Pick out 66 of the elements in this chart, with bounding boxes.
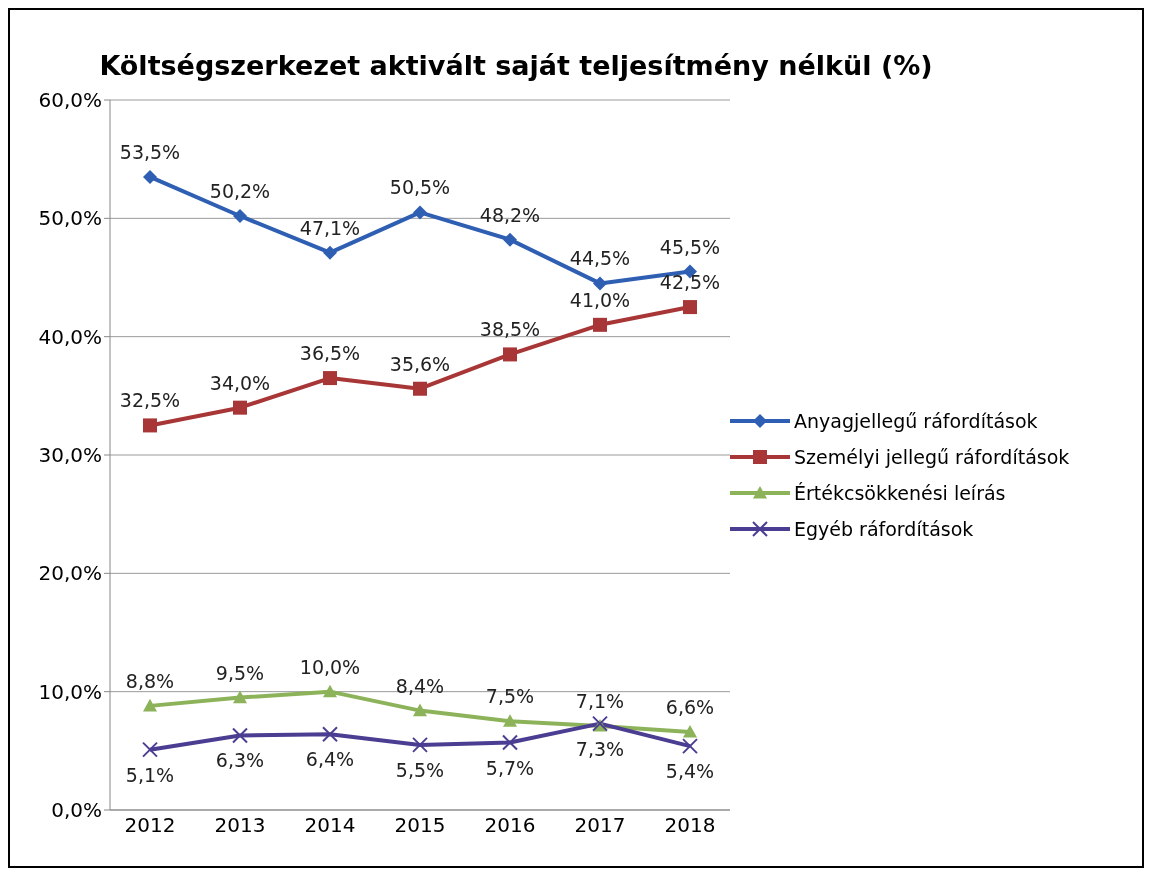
data-label: 8,8%	[125, 669, 175, 692]
data-label: 47,1%	[299, 216, 361, 239]
x-tick-label: 2014	[304, 813, 356, 838]
point	[323, 245, 337, 260]
data-label: 10,0%	[299, 655, 361, 678]
point	[143, 169, 157, 184]
point	[233, 208, 247, 223]
point	[683, 300, 697, 315]
data-label: 50,5%	[389, 176, 451, 199]
legend-label: Egyéb ráfordítások	[794, 518, 974, 540]
data-label: 6,4%	[305, 748, 355, 771]
data-label: 36,5%	[299, 342, 361, 365]
point	[413, 381, 427, 396]
y-tick-label: 10,0%	[38, 679, 102, 704]
y-tick-label: 60,0%	[38, 88, 102, 113]
point	[593, 317, 607, 332]
legend-label: Értékcsökkenési leírás	[794, 482, 1006, 504]
x-tick-label: 2013	[214, 813, 266, 838]
data-label: 38,5%	[479, 318, 541, 341]
data-label: 9,5%	[215, 661, 265, 684]
point	[323, 371, 337, 386]
legend-label: Személyi jellegű ráfordítások	[794, 446, 1070, 468]
chart-title: Költségszerkezet aktivált saját teljesítmény nélkül (%)	[98, 49, 934, 83]
data-label: 7,3%	[575, 737, 625, 760]
data-label: 5,7%	[485, 756, 535, 779]
x-tick-label: 2016	[484, 813, 536, 838]
data-label: 5,4%	[665, 760, 715, 783]
point	[233, 690, 247, 704]
data-label: 53,5%	[119, 140, 181, 163]
point	[503, 232, 517, 247]
x-tick-label: 2018	[664, 813, 716, 838]
data-label: 7,1%	[575, 689, 625, 712]
data-label: 6,6%	[665, 695, 715, 718]
data-label: 35,6%	[389, 352, 451, 375]
data-label: 34,0%	[209, 371, 271, 394]
point	[323, 684, 337, 698]
legend-label: Anyagjellegű ráfordítások	[794, 410, 1038, 432]
y-tick-label: 20,0%	[38, 561, 102, 586]
y-tick-label: 40,0%	[38, 324, 102, 349]
data-label: 41,0%	[569, 288, 631, 311]
point	[233, 400, 247, 415]
data-label: 8,4%	[395, 674, 445, 697]
data-label: 48,2%	[479, 203, 541, 226]
x-tick-label: 2017	[574, 813, 626, 838]
x-tick-label: 2012	[124, 813, 176, 838]
data-label: 6,3%	[215, 749, 265, 772]
data-label: 45,5%	[659, 235, 721, 258]
data-label: 44,5%	[569, 247, 631, 270]
data-label: 50,2%	[209, 179, 271, 202]
y-tick-label: 30,0%	[38, 443, 102, 468]
data-label: 5,5%	[395, 758, 445, 781]
data-label: 5,1%	[125, 763, 175, 786]
y-tick-label: 50,0%	[38, 206, 102, 231]
data-label: 32,5%	[119, 389, 181, 412]
data-label: 42,5%	[659, 271, 721, 294]
point	[503, 347, 517, 362]
point	[413, 703, 427, 717]
point	[593, 276, 607, 291]
point	[683, 724, 697, 738]
point	[413, 205, 427, 220]
x-tick-label: 2015	[394, 813, 446, 838]
point	[143, 418, 157, 433]
y-tick-label: 0,0%	[51, 798, 102, 823]
point	[503, 714, 517, 727]
point	[143, 698, 157, 712]
data-label: 7,5%	[485, 685, 535, 708]
